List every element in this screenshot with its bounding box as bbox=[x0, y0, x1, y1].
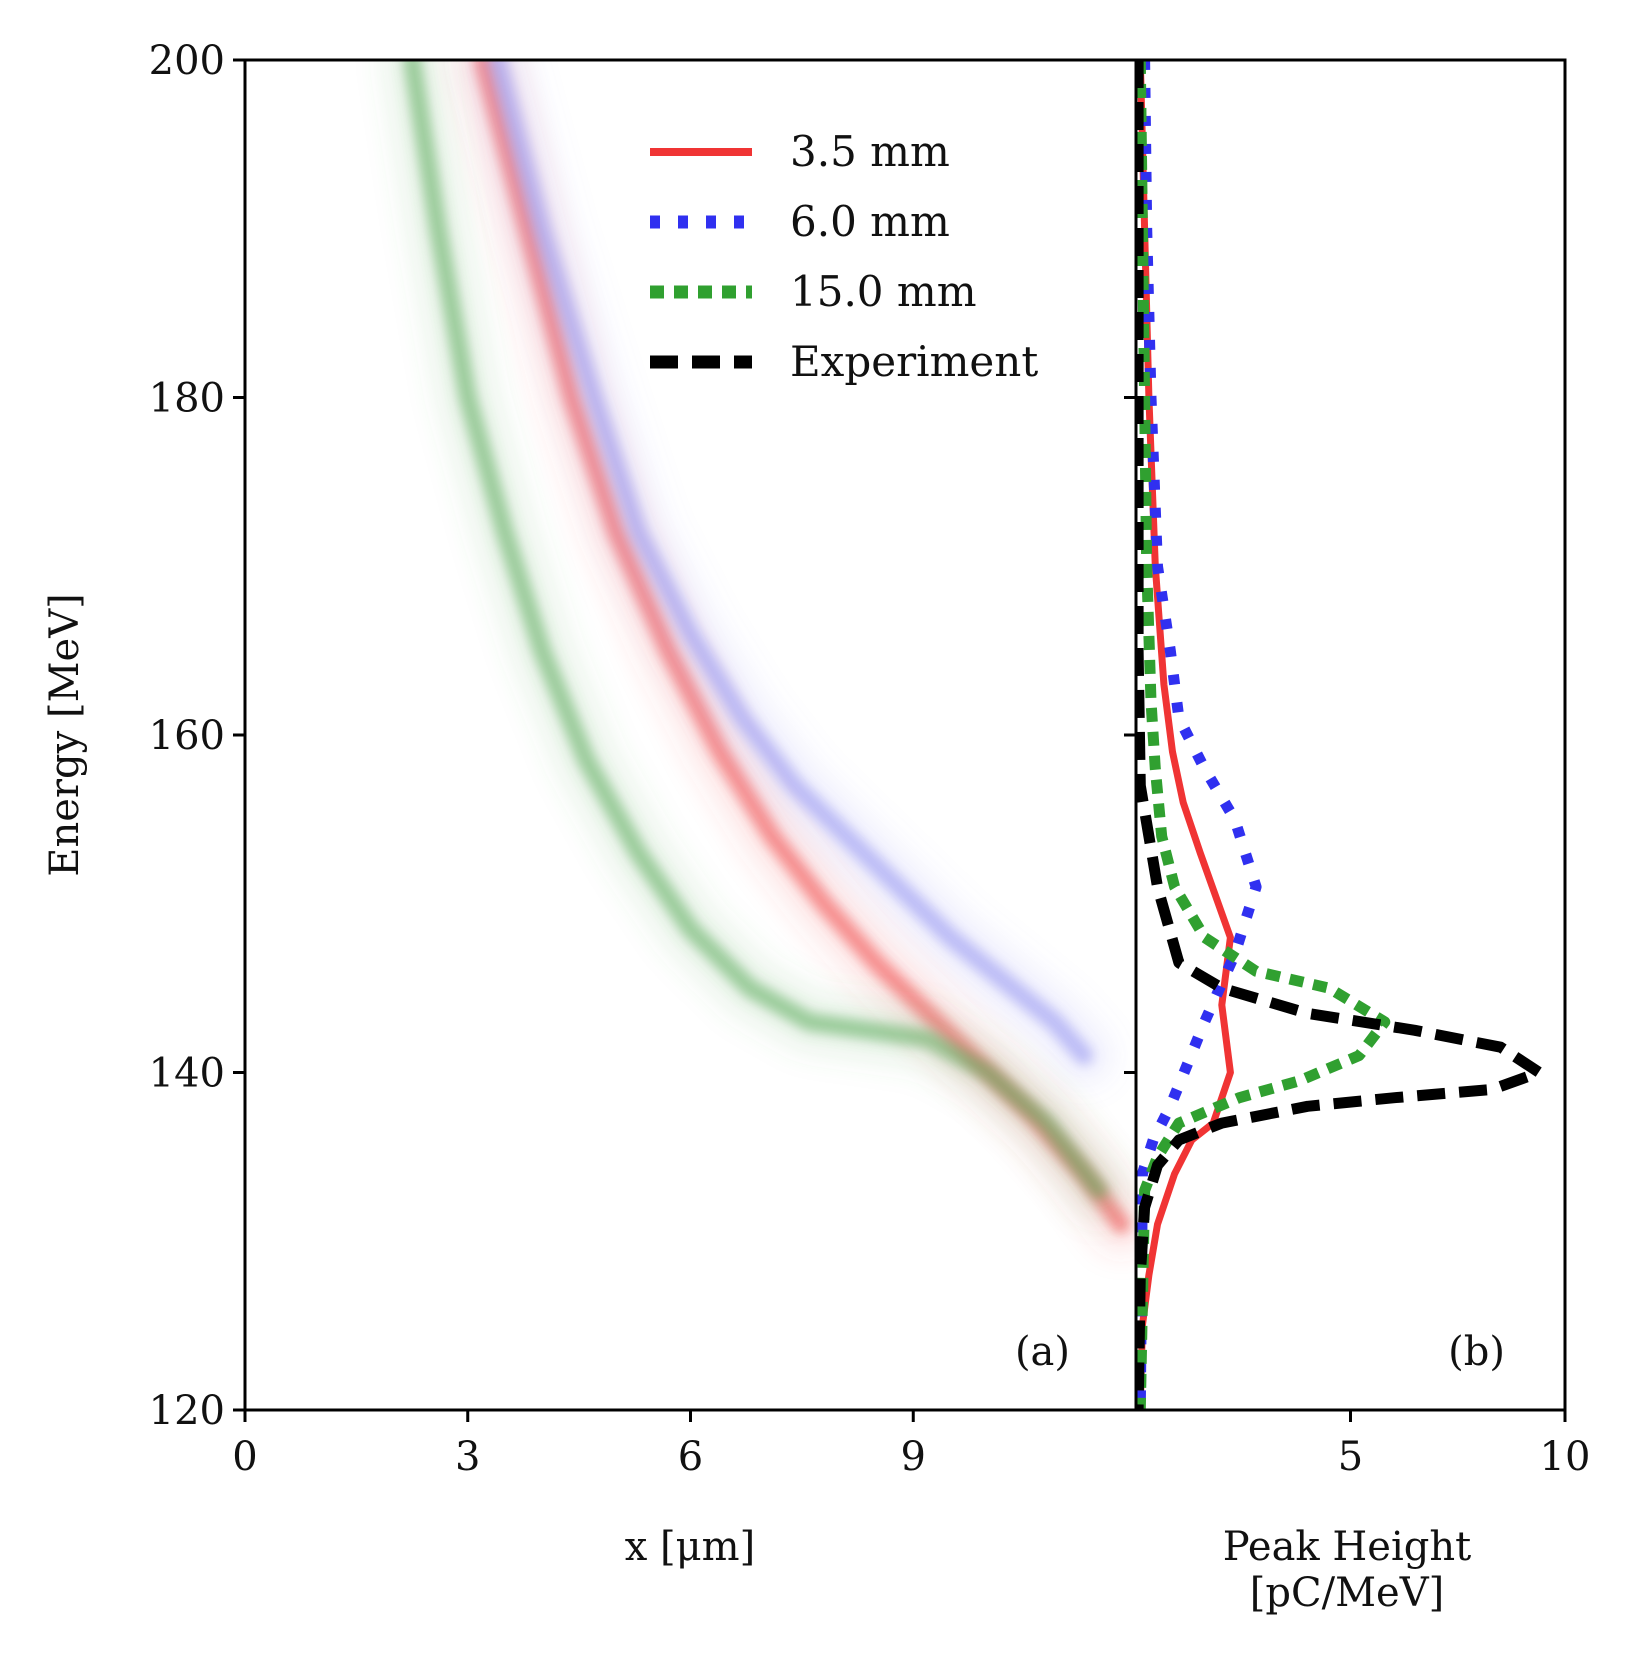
x-tick-label-b: 10 bbox=[1540, 1434, 1591, 1480]
y-tick-label: 160 bbox=[149, 713, 225, 759]
x-tick-label-a: 6 bbox=[678, 1434, 703, 1480]
x-axis-label-b: Peak Height [pC/MeV] bbox=[1223, 1524, 1471, 1616]
x-axis-label-a: x [μm] bbox=[625, 1524, 755, 1570]
x-tick-label-a: 3 bbox=[455, 1434, 480, 1480]
panel-b-profiles bbox=[1136, 60, 1545, 1410]
legend-label-0: 3.5 mm bbox=[790, 127, 950, 176]
panel-b-frame bbox=[1134, 58, 1567, 1412]
legend-label-2: 15.0 mm bbox=[790, 267, 977, 316]
streak-core-2 bbox=[403, 60, 1108, 1200]
legend: 3.5 mm 6.0 mm 15.0 mm Experiment bbox=[650, 127, 1038, 386]
axis-ticks: 120 140 160 180 200 0 3 6 9 5 10 bbox=[149, 38, 1591, 1480]
streak-core-1 bbox=[488, 60, 1093, 1065]
panel-a-heatmap bbox=[382, 60, 1136, 1255]
profile-line-2 bbox=[1136, 60, 1391, 1410]
profile-line-3 bbox=[1136, 60, 1545, 1410]
profile-line-1 bbox=[1136, 60, 1262, 1410]
x-tick-label-b: 5 bbox=[1338, 1434, 1363, 1480]
y-tick-label: 140 bbox=[149, 1051, 225, 1097]
legend-label-1: 6.0 mm bbox=[790, 197, 950, 246]
x-tick-label-a: 9 bbox=[901, 1434, 926, 1480]
y-tick-label: 200 bbox=[149, 38, 225, 84]
legend-label-3: Experiment bbox=[790, 337, 1038, 386]
y-tick-label: 180 bbox=[149, 376, 225, 422]
y-tick-label: 120 bbox=[149, 1388, 225, 1434]
y-axis-label: Energy [MeV] bbox=[42, 593, 88, 876]
panel-label-a: (a) bbox=[1015, 1329, 1070, 1375]
panel-label-b: (b) bbox=[1448, 1329, 1505, 1375]
x-tick-label-a: 0 bbox=[232, 1434, 257, 1480]
